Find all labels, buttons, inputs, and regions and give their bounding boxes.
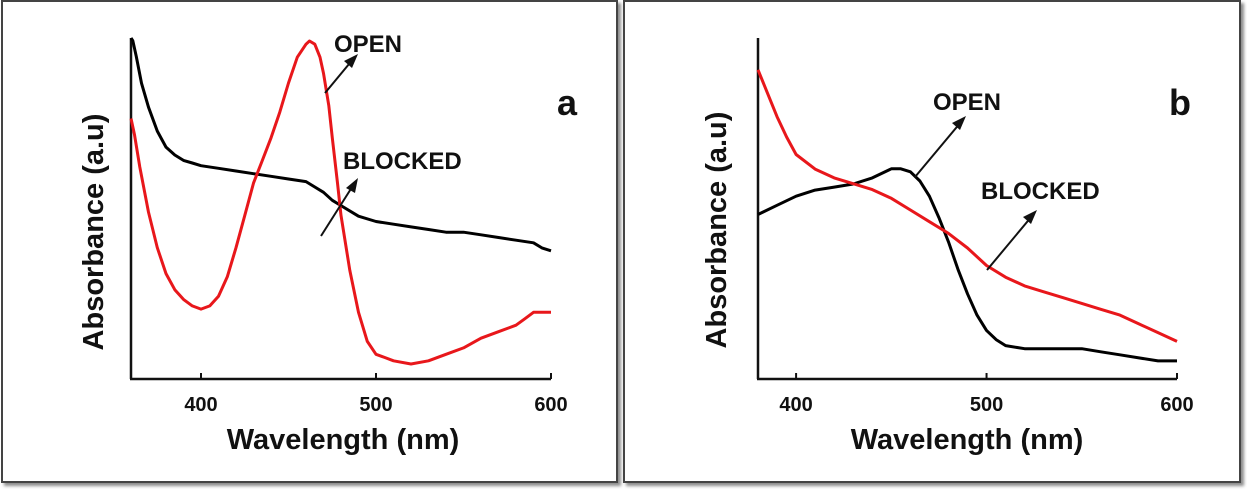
x-tick-label-b-500: 500	[970, 394, 1003, 416]
annotation-blocked-label-b: BLOCKED	[981, 178, 1100, 205]
arrow-open-head-a	[344, 54, 358, 68]
x-tick-label-a-400: 400	[184, 394, 217, 416]
red-curve-b	[756, 69, 1178, 343]
arrow-blocked-line-a	[320, 183, 355, 237]
annotation-blocked-a: BLOCKED	[320, 148, 462, 237]
x-tick-label-b-600: 600	[1160, 394, 1193, 416]
panel-label-a: a	[557, 82, 578, 123]
x-tick-label-a-500: 500	[359, 394, 392, 416]
panel-label-b: b	[1169, 82, 1191, 123]
annotation-open-label-a: OPEN	[334, 31, 402, 58]
chart-a: 400 500 600 Wavelength (nm) Absorbance (a.…	[78, 31, 578, 456]
black-curve-b	[757, 167, 1177, 363]
arrow-open-head-b	[952, 116, 966, 130]
curves-b	[756, 69, 1178, 363]
annotation-blocked-label-a: BLOCKED	[343, 148, 462, 175]
arrow-blocked-line-b	[986, 215, 1033, 271]
x-axis-title-a: Wavelength (nm)	[227, 424, 460, 456]
black-curve-a	[129, 37, 552, 253]
y-axis-title-a: Absorbance (a.u)	[78, 114, 110, 351]
x-axis-title-b: Wavelength (nm)	[851, 424, 1084, 456]
red-curve-a	[129, 39, 551, 366]
chart-b: 400 500 600 Wavelength (nm) Absorbance (a.…	[701, 38, 1194, 456]
ticks-a: 400 500 600	[184, 373, 568, 416]
annotation-blocked-b: BLOCKED	[981, 178, 1100, 271]
y-axis-title-b: Absorbance (a.u)	[701, 112, 733, 349]
arrow-blocked-head-a	[346, 178, 358, 193]
annotation-open-b: OPEN	[914, 89, 1001, 178]
panel-b: 400 500 600 Wavelength (nm) Absorbance (a.…	[623, 0, 1241, 483]
axes-b	[756, 38, 1177, 381]
x-tick-label-a-600: 600	[534, 394, 567, 416]
annotation-open-a: OPEN	[324, 31, 402, 94]
x-tick-label-b-400: 400	[779, 394, 812, 416]
ticks-b: 400 500 600	[779, 373, 1194, 416]
arrow-blocked-head-b	[1023, 210, 1037, 224]
arrow-open-line-b	[914, 121, 962, 178]
curves-a	[129, 37, 552, 366]
annotation-open-label-b: OPEN	[933, 89, 1001, 116]
panel-a: 400 500 600 Wavelength (nm) Absorbance (a.…	[1, 0, 618, 483]
